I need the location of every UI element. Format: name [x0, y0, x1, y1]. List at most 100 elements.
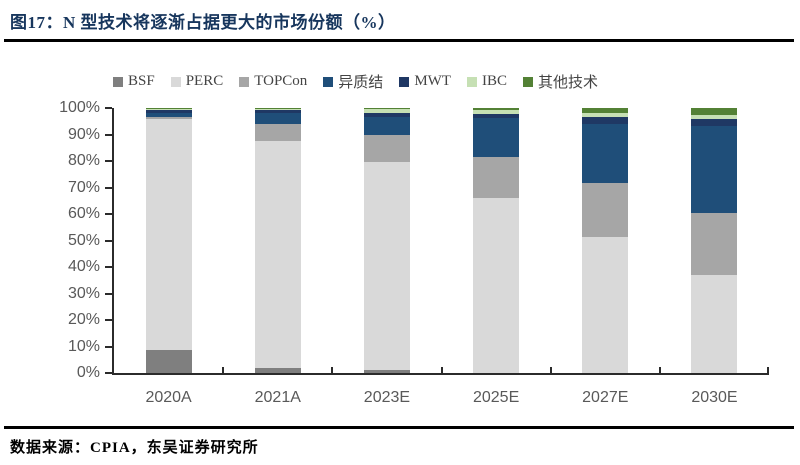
figure-title: 图17：N 型技术将逐渐占据更大的市场份额（%） [10, 13, 396, 32]
bar-segment-2021A-异质结 [254, 113, 301, 125]
bar-segment-2027E-TOPCon [582, 183, 629, 238]
bar-segment-2021A-MWT [254, 110, 301, 114]
x-boundary-tick-3 [441, 367, 443, 373]
y-tick-mark-20 [105, 319, 112, 321]
bar-segment-2030E-MWT [691, 118, 738, 126]
x-boundary-tick-1 [222, 367, 224, 373]
bar-slot-2023E [332, 108, 441, 373]
bar-segment-2023E-BSF [363, 370, 410, 373]
bar-segment-2025E-MWT [473, 114, 520, 119]
bar-segment-2025E-异质结 [473, 118, 520, 157]
plot-area [112, 108, 769, 375]
bar-segment-2023E-IBC [363, 108, 410, 113]
y-tick-label-60: 60% [67, 205, 100, 222]
y-tick-label-10: 10% [67, 337, 100, 355]
bar-segment-2020A-TOPCon [145, 116, 192, 120]
x-axis-label-2025E: 2025E [472, 389, 520, 406]
y-tick-mark-90 [105, 133, 112, 136]
y-tick-mark-40 [105, 266, 112, 268]
y-tick-label-0: 0% [76, 364, 100, 381]
bar-segment-2030E-异质结 [691, 125, 738, 214]
bar-segment-2025E-其他技术 [473, 108, 520, 111]
legend-item-BSF: BSF [113, 73, 155, 90]
bar-slot-2027E [551, 108, 660, 373]
bar-segment-2020A-IBC [145, 108, 192, 111]
legend-label-BSF: BSF [128, 73, 155, 89]
y-tick-mark-70 [105, 186, 112, 189]
bar-segment-2021A-TOPCon [254, 124, 301, 142]
x-axis-label-2020A: 2020A [145, 389, 192, 406]
bar-segment-2021A-PERC [254, 141, 301, 369]
bar-segment-2021A-BSF [254, 368, 301, 373]
x-axis-label-2021A: 2021A [254, 389, 301, 406]
bar-slot-2021A [223, 108, 332, 373]
legend-item-PERC: PERC [170, 73, 224, 90]
legend-item-异质结: 异质结 [323, 71, 383, 92]
legend-swatch-MWT [399, 76, 410, 87]
y-tick-label-70: 70% [67, 178, 100, 196]
bar-segment-2027E-IBC [582, 113, 629, 117]
legend-swatch-BSF [113, 76, 123, 87]
legend-swatch-其他技术 [523, 76, 533, 87]
source-note: 数据来源：CPIA，东吴证券研究所 [10, 440, 259, 456]
legend-label-其他技术: 其他技术 [538, 75, 599, 91]
y-tick-mark-100 [105, 107, 112, 109]
stacked-bar-2021A [254, 108, 301, 373]
bar-segment-2023E-PERC [363, 161, 410, 371]
stacked-bar-2023E [363, 108, 410, 373]
x-boundary-tick-2 [331, 367, 333, 373]
legend-label-异质结: 异质结 [338, 75, 384, 91]
y-tick-label-90: 90% [67, 125, 100, 143]
bar-segment-2020A-PERC [145, 119, 192, 350]
bar-segment-2025E-IBC [473, 110, 520, 115]
bar-segment-2021A-IBC [254, 108, 301, 111]
bar-segment-2023E-其他技术 [363, 108, 410, 109]
bar-slot-2030E [660, 108, 769, 373]
bar-slot-2025E [442, 108, 551, 373]
bar-segment-2027E-PERC [582, 237, 629, 373]
x-boundary-tick-end [767, 367, 769, 373]
bar-segment-2027E-MWT [582, 116, 629, 124]
legend-label-TOPCon: TOPCon [254, 73, 308, 89]
x-boundary-tick-4 [550, 367, 552, 373]
title-divider-line [4, 39, 794, 42]
x-axis-labels: 2020A 2021A 2023E 2025E 2027E 2030E [114, 389, 769, 407]
legend-swatch-IBC [466, 76, 477, 87]
x-boundary-tick-5 [659, 367, 661, 373]
stacked-bar-2027E [582, 108, 629, 373]
bar-segment-2021A-其他技术 [254, 108, 301, 109]
stacked-bar-2020A [145, 108, 192, 373]
bar-segment-2027E-其他技术 [582, 108, 629, 114]
x-axis-label-2023E: 2023E [363, 389, 411, 406]
y-tick-mark-0 [105, 372, 112, 374]
bar-segment-2030E-其他技术 [691, 108, 738, 116]
bar-segment-2025E-TOPCon [473, 156, 520, 199]
legend-label-MWT: MWT [414, 73, 451, 89]
legend-swatch-TOPCon [239, 76, 250, 87]
x-axis-label-2030E: 2030E [691, 389, 738, 406]
y-tick-label-100: 100% [59, 99, 100, 116]
legend-item-其他技术: 其他技术 [523, 71, 598, 92]
bar-segment-2027E-异质结 [582, 123, 629, 184]
legend-label-IBC: IBC [481, 73, 507, 89]
bar-segment-2020A-BSF [145, 349, 192, 373]
legend-swatch-PERC [170, 76, 181, 87]
bar-segment-2030E-TOPCon [691, 213, 738, 276]
bar-segment-2023E-MWT [363, 112, 410, 117]
legend-item-MWT: MWT [399, 73, 451, 90]
y-tick-label-80: 80% [67, 152, 100, 169]
bar-slot-2020A [114, 108, 223, 373]
x-axis-label-2027E: 2027E [582, 389, 629, 406]
stacked-bar-2025E [473, 108, 520, 373]
y-tick-label-50: 50% [67, 231, 100, 249]
y-tick-mark-30 [105, 292, 112, 295]
y-tick-label-30: 30% [67, 284, 100, 302]
bar-segment-2030E-PERC [691, 275, 738, 373]
y-tick-label-20: 20% [67, 311, 100, 328]
legend-label-PERC: PERC [185, 73, 224, 89]
bar-segment-2020A-其他技术 [145, 108, 192, 109]
legend-item-IBC: IBC [466, 73, 507, 90]
bar-segment-2025E-PERC [473, 198, 520, 373]
bar-segment-2023E-TOPCon [363, 134, 410, 162]
